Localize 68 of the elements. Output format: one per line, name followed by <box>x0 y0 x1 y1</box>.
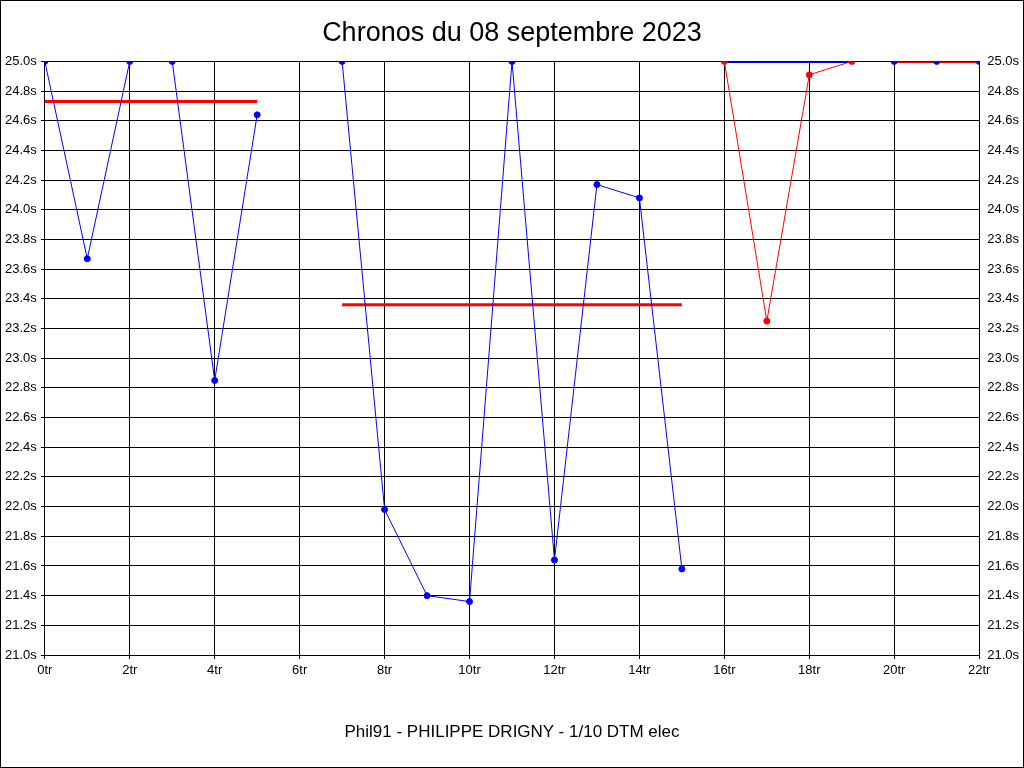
y2-tick-label: 22.8s <box>987 379 1020 395</box>
y2-tick-label: 22.0s <box>987 498 1020 514</box>
point <box>805 71 813 79</box>
x-tick-label: 18tr <box>798 662 822 678</box>
y-tick-label: 21.4s <box>4 587 38 603</box>
point <box>466 598 474 606</box>
y2-tick-label: 24.0s <box>987 201 1020 217</box>
x-tick-label: 10tr <box>458 662 482 678</box>
point <box>423 592 431 600</box>
y-tick-label: 25.0s <box>4 52 38 68</box>
y-tick-label: 24.0s <box>4 201 38 217</box>
chart-title: Chronos du 08 septembre 2023 <box>322 16 702 47</box>
y2-tick-label: 22.6s <box>987 409 1020 425</box>
y-tick-label: 22.4s <box>4 438 38 454</box>
x-tick-label: 0tr <box>37 662 54 678</box>
x-tick-label: 20tr <box>883 662 907 678</box>
point <box>83 255 91 263</box>
y-tick-label: 23.6s <box>4 260 38 276</box>
y-tick-label: 22.2s <box>4 468 38 484</box>
y2-tick-label: 21.4s <box>987 587 1020 603</box>
y2-tick-label: 21.8s <box>987 527 1020 543</box>
y-tick-label: 22.0s <box>4 498 38 514</box>
y-tick-label: 23.0s <box>4 349 38 365</box>
y2-tick-label: 24.4s <box>987 142 1020 158</box>
y-tick-label: 21.8s <box>4 527 38 543</box>
point <box>381 506 389 514</box>
y2-tick-label: 23.2s <box>987 320 1020 336</box>
y-tick-label: 23.4s <box>4 290 38 306</box>
x-tick-label: 8tr <box>377 662 393 678</box>
y2-tick-label: 25.0s <box>987 52 1020 68</box>
y2-tick-label: 24.2s <box>987 171 1020 187</box>
y2-tick-label: 23.4s <box>987 290 1020 306</box>
y-tick-label: 23.8s <box>4 231 38 247</box>
y-tick-label: 24.6s <box>4 112 38 128</box>
y-tick-label: 23.2s <box>4 320 38 336</box>
point <box>635 194 643 202</box>
y-tick-label: 24.4s <box>4 142 38 158</box>
x-tick-label: 4tr <box>207 662 223 678</box>
y2-tick-label: 21.6s <box>987 557 1020 573</box>
y2-tick-label: 22.4s <box>987 438 1020 454</box>
y2-tick-label: 23.6s <box>987 260 1020 276</box>
y-tick-label: 22.8s <box>4 379 38 395</box>
point <box>253 111 261 119</box>
y2-tick-label: 24.8s <box>987 82 1020 98</box>
point <box>763 317 771 325</box>
x-tick-label: 22tr <box>968 662 992 678</box>
point <box>211 376 219 384</box>
y-tick-label: 21.2s <box>4 616 38 632</box>
y2-tick-label: 23.0s <box>987 349 1020 365</box>
x-tick-label: 6tr <box>292 662 308 678</box>
x-tick-label: 12tr <box>543 662 567 678</box>
y-tick-label: 24.8s <box>4 82 38 98</box>
x-tick-label: 16tr <box>713 662 737 678</box>
x-tick-label: 2tr <box>122 662 138 678</box>
y2-tick-label: 24.6s <box>987 112 1020 128</box>
y2-tick-label: 21.0s <box>987 646 1020 662</box>
y2-tick-label: 22.2s <box>987 468 1020 484</box>
point <box>550 556 558 564</box>
y-tick-label: 24.2s <box>4 171 38 187</box>
y2-tick-label: 21.2s <box>987 616 1020 632</box>
x-axis-title: Phil91 - PHILIPPE DRIGNY - 1/10 DTM elec <box>344 722 681 742</box>
y2-tick-label: 23.8s <box>987 231 1020 247</box>
point <box>593 181 601 189</box>
y-tick-label: 21.0s <box>4 646 38 662</box>
y-tick-label: 22.6s <box>4 409 38 425</box>
point <box>678 565 686 573</box>
y-tick-label: 21.6s <box>4 557 38 573</box>
x-tick-label: 14tr <box>628 662 652 678</box>
